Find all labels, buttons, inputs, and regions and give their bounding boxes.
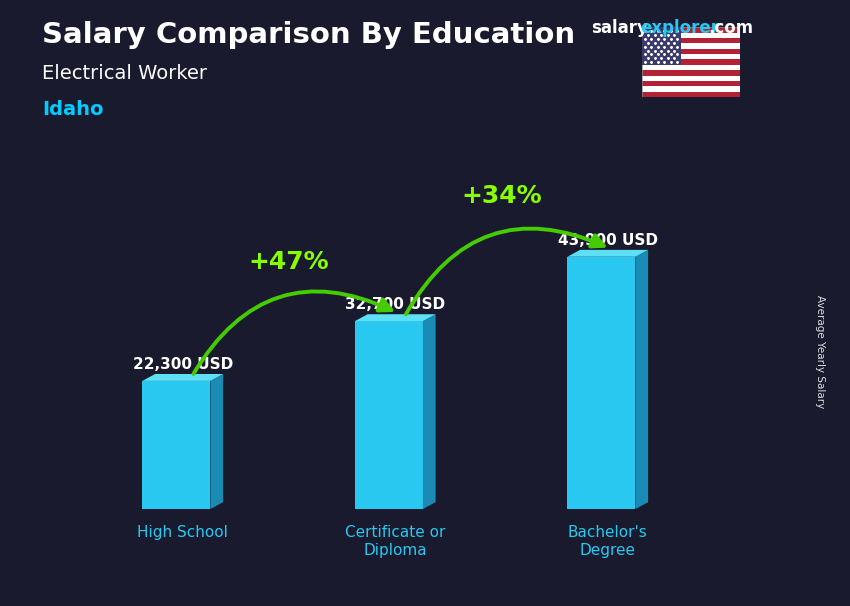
Bar: [642, 76, 740, 81]
Text: salary: salary: [591, 19, 648, 38]
Bar: [642, 81, 740, 86]
Text: Bachelor's
Degree: Bachelor's Degree: [568, 525, 648, 558]
Polygon shape: [423, 315, 436, 509]
Text: High School: High School: [138, 525, 228, 540]
Bar: [642, 54, 740, 59]
Bar: [642, 33, 740, 38]
Text: Salary Comparison By Education: Salary Comparison By Education: [42, 21, 575, 49]
Bar: [355, 321, 423, 509]
Text: 22,300 USD: 22,300 USD: [133, 357, 233, 371]
Text: +34%: +34%: [462, 184, 541, 208]
Bar: [642, 86, 740, 92]
Text: 43,900 USD: 43,900 USD: [558, 233, 658, 248]
Text: Average Yearly Salary: Average Yearly Salary: [815, 295, 825, 408]
Text: +47%: +47%: [249, 250, 329, 274]
Polygon shape: [355, 315, 436, 321]
Bar: [642, 27, 740, 33]
Text: Certificate or
Diploma: Certificate or Diploma: [345, 525, 445, 558]
Polygon shape: [636, 250, 649, 509]
Bar: [642, 59, 740, 65]
Polygon shape: [143, 374, 223, 381]
Text: .com: .com: [708, 19, 753, 38]
Bar: [143, 381, 211, 509]
Bar: [642, 44, 740, 48]
Text: explorer: explorer: [640, 19, 719, 38]
Bar: [642, 38, 740, 44]
Polygon shape: [211, 374, 223, 509]
Text: Electrical Worker: Electrical Worker: [42, 64, 207, 82]
Bar: [642, 70, 740, 76]
Bar: [642, 65, 740, 70]
Bar: [642, 27, 681, 65]
Text: Idaho: Idaho: [42, 100, 104, 119]
Bar: [568, 257, 636, 509]
Polygon shape: [568, 250, 649, 257]
Bar: [642, 48, 740, 54]
Bar: [642, 92, 740, 97]
Text: 32,700 USD: 32,700 USD: [345, 297, 445, 312]
